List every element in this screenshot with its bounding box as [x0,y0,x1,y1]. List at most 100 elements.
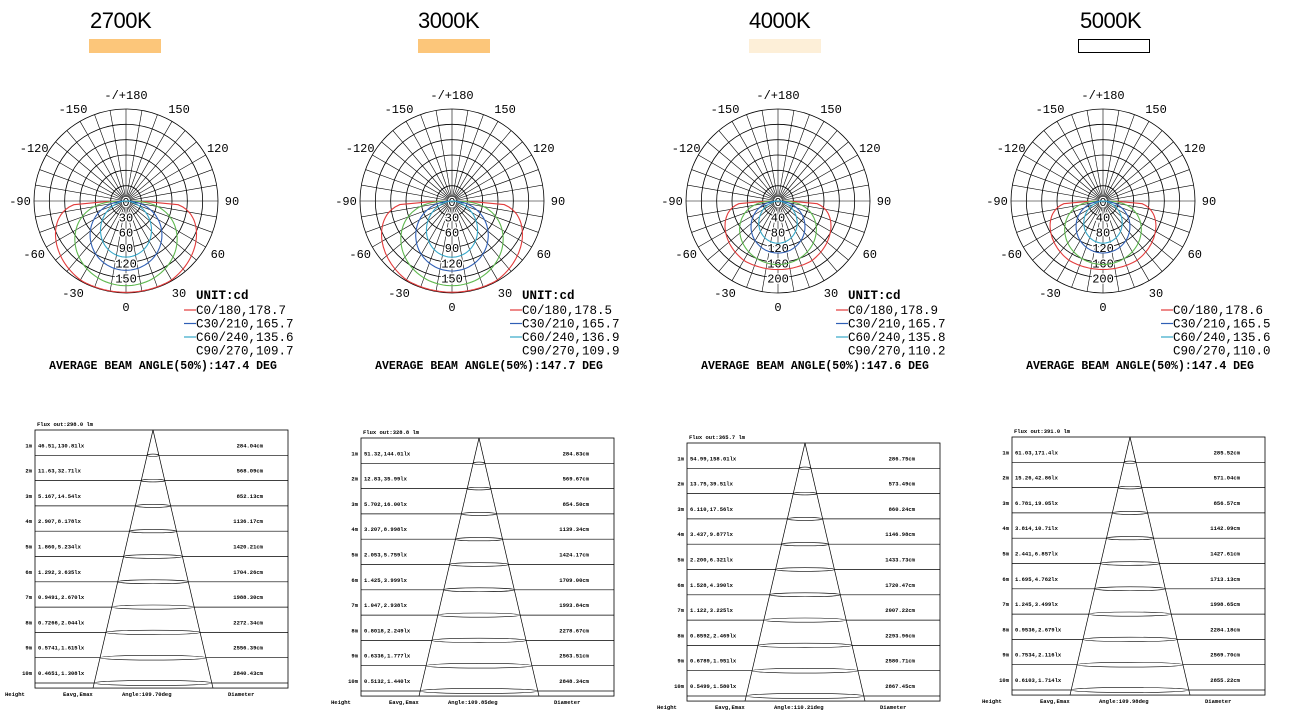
row-illuminance: 1.425,3.999lx [364,577,408,584]
flux-label: Flux out:391.0 lm [1014,428,1071,435]
beam-ellipse [146,453,160,457]
polar-spoke [381,141,453,202]
intensity-curve [425,200,479,258]
row-height-label: 1m [25,442,32,449]
angle-label: -30 [62,287,84,301]
polar-spoke [1043,130,1104,202]
polar-spoke [707,141,779,202]
angle-label: 90 [551,195,565,209]
angle-label: 150 [820,103,842,117]
polar-spoke [777,200,810,288]
legend-entry: C30/210,165.7 [848,318,946,332]
cone-diagram: Flux out:365.7 lm 1m 54.99,158.01lx 286.75c… [657,434,941,711]
row-diameter: 284.04cm [237,442,264,449]
legend-entry: C90/270,109.9 [522,345,620,359]
radial-label: 0 [1099,196,1106,210]
beam-ellipse [1123,460,1137,464]
row-diameter: 852.13cm [237,493,264,500]
color-swatch [1078,39,1150,53]
intensity-curve [739,200,817,266]
angle-label: -/+180 [756,89,799,103]
angle-label: -150 [1036,103,1065,117]
row-height-label: 1m [677,455,684,462]
angle-label: -/+180 [430,89,473,103]
radial-label: 120 [115,257,137,271]
footer-values: Eavg,Emax [1040,698,1070,705]
row-diameter: 1420.21cm [233,544,263,551]
polar-spoke [451,200,512,272]
legend-entry: C60/240,136.9 [522,331,620,345]
polar-spoke [691,200,779,233]
row-illuminance: 1.122,3.225lx [690,607,734,614]
cone-diagram: Flux out:328.8 lm 1m 51.32,144.01lx 284.83c… [331,429,615,706]
polar-spoke [109,110,127,202]
beam-ellipse [93,680,213,686]
polar-spoke [777,169,865,202]
angle-label: -120 [346,142,375,156]
angle-label: 30 [498,287,512,301]
angle-label: -150 [385,103,414,117]
angle-label: 150 [1145,103,1167,117]
row-diameter: 2007.22cm [885,607,915,614]
row-illuminance: 11.63,32.71lx [38,468,82,475]
radial-label: 30 [119,211,133,225]
intensity-curve [381,200,523,293]
polar-spoke [698,154,779,202]
row-height-label: 5m [25,544,32,551]
polar-spoke [691,169,779,202]
polar-spoke [777,114,810,202]
polar-spoke [125,200,186,272]
row-illuminance: 3.207,8.998lx [364,526,408,533]
footer-height: Height [657,704,677,711]
legend-entry: C0/180,178.9 [848,304,938,318]
cone-edge [418,437,480,697]
row-diameter: 1709.00cm [559,577,589,584]
row-illuminance: 1.528,4.390lx [690,582,734,589]
row-diameter: 2840.43cm [233,670,263,677]
footer-height: Height [982,698,1002,705]
radial-label: 120 [1092,242,1114,256]
polar-spoke [125,141,197,202]
row-diameter: 1146.98cm [885,531,915,538]
row-height-label: 1m [1002,449,1009,456]
polar-spoke [1012,184,1104,202]
angle-label: 30 [1149,287,1163,301]
row-height-label: 10m [348,678,359,685]
polar-spoke [1043,200,1104,272]
angle-label: 120 [533,142,555,156]
polar-spoke [125,200,143,292]
radial-label: 150 [115,273,137,287]
row-height-label: 10m [999,677,1010,684]
beam-ellipse [443,587,515,593]
legend-entry: C90/270,110.2 [848,345,946,359]
beam-ellipse [781,542,829,547]
intensity-curve [99,200,153,258]
row-height-label: 10m [674,683,685,690]
beam-ellipse [1088,611,1172,617]
angle-label: -90 [9,195,31,209]
footer-diameter: Diameter [880,704,906,711]
row-illuminance: 2.053,5.759lx [364,552,408,559]
polar-spoke [746,114,779,202]
polar-spoke [125,154,206,202]
beam-angle-caption: AVERAGE BEAM ANGLE(50%):147.4 DEG [49,360,277,373]
polar-spoke [746,200,779,288]
radial-label: 200 [767,273,789,287]
cone-edge [1129,436,1191,696]
radial-label: 30 [445,211,459,225]
beam-ellipse [1106,536,1154,541]
polar-spoke [718,200,779,272]
row-diameter: 284.83cm [563,450,590,457]
polar-spoke [687,200,779,218]
angle-label: -90 [335,195,357,209]
polar-spoke [1102,141,1174,202]
row-height-label: 8m [351,627,358,634]
radial-label: 80 [771,227,785,241]
row-illuminance: 0.4651,1.308lx [38,670,85,677]
row-illuminance: 0.7266,2.044lx [38,619,85,626]
row-diameter: 286.75cm [889,455,916,462]
polar-spoke [46,200,127,248]
row-illuminance: 3.814,10.71lx [1015,525,1059,532]
row-height-label: 4m [351,526,358,533]
row-illuminance: 0.5741,1.615lx [38,645,85,652]
